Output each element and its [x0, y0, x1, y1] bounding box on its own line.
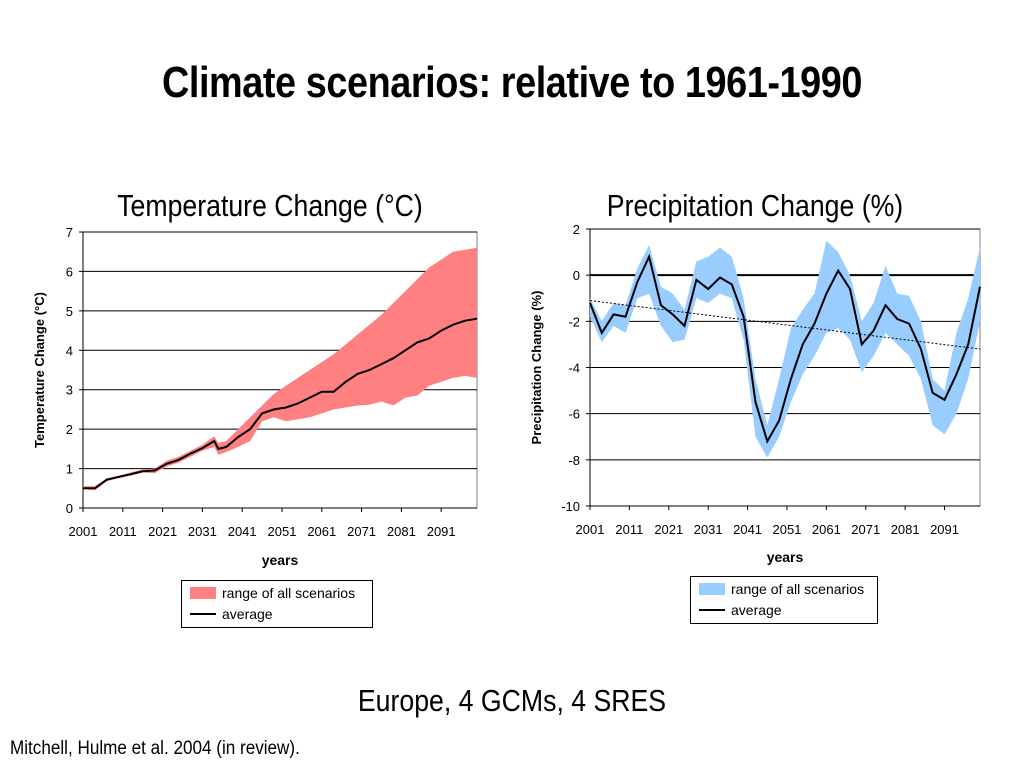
plot-area: [82, 231, 478, 509]
x-tick-label: 2051: [773, 522, 802, 537]
x-tick-label: 2001: [69, 524, 98, 539]
legend-swatch: [699, 582, 725, 595]
x-tick-label: 2061: [307, 524, 336, 539]
precipitation-chart-title: Precipitation Change (%): [606, 188, 904, 223]
x-tick-label: 2021: [148, 524, 177, 539]
legend-line: [190, 612, 216, 615]
legend-swatch: [190, 586, 216, 599]
x-tick-label: 2091: [427, 524, 456, 539]
legend-line: [699, 608, 725, 611]
y-tick-label: 5: [66, 304, 73, 319]
y-tick-label: 7: [66, 225, 73, 240]
y-tick-label: -2: [568, 314, 580, 329]
trend-line: [589, 300, 981, 350]
legend-label: range of all scenarios: [731, 580, 865, 597]
legend-item-range: range of all scenarios: [182, 582, 372, 603]
temperature-chart-title: Temperature Change (°C): [117, 188, 423, 223]
average-line: [589, 253, 981, 444]
y-tick-label: -4: [568, 361, 580, 376]
legend-item-range: range of all scenarios: [691, 578, 877, 599]
x-tick-label: 2081: [387, 524, 416, 539]
slide-title: Climate scenarios: relative to 1961-1990: [161, 58, 863, 107]
y-tick-label: -10: [561, 499, 580, 514]
range-band: [83, 247, 477, 491]
y-tick-label: 6: [66, 264, 73, 279]
x-tick-label: 2011: [109, 524, 137, 539]
x-tick-label: 2041: [228, 524, 257, 539]
y-axis-title: Temperature Change (°C): [32, 292, 47, 448]
x-tick-label: 2091: [930, 522, 959, 537]
x-tick-label: 2071: [347, 524, 376, 539]
range-band: [590, 240, 980, 458]
average-line: [83, 317, 478, 490]
y-tick-label: 0: [573, 268, 580, 283]
temperature-legend: range of all scenarios average: [181, 580, 373, 628]
x-tick-label: 2001: [576, 522, 605, 537]
legend-label: average: [222, 605, 273, 622]
y-tick-label: 4: [66, 343, 73, 358]
precipitation-legend: range of all scenarios average: [690, 576, 878, 624]
x-tick-label: 2081: [891, 522, 920, 537]
y-axis-title: Precipitation Change (%): [529, 291, 544, 445]
citation: Mitchell, Hulme et al. 2004 (in review).: [10, 738, 300, 759]
slide-caption: Europe, 4 GCMs, 4 SRES: [357, 683, 667, 718]
y-tick-label: -8: [568, 453, 580, 468]
x-axis-title: years: [767, 549, 804, 565]
x-tick-label: 2021: [654, 522, 683, 537]
plot-area: [589, 228, 981, 507]
legend-label: range of all scenarios: [222, 584, 356, 601]
y-tick-label: 1: [66, 462, 73, 477]
x-tick-label: 2071: [851, 522, 880, 537]
y-tick-label: 2: [66, 422, 73, 437]
legend-label: average: [731, 601, 782, 618]
x-axis-title: years: [262, 552, 299, 568]
x-tick-label: 2031: [694, 522, 723, 537]
x-tick-label: 2031: [188, 524, 217, 539]
legend-item-average: average: [691, 599, 877, 620]
x-tick-label: 2011: [615, 522, 643, 537]
legend-item-average: average: [182, 603, 372, 624]
y-tick-label: 3: [66, 383, 73, 398]
y-tick-label: 2: [573, 222, 580, 237]
x-tick-label: 2051: [268, 524, 297, 539]
x-tick-label: 2061: [812, 522, 841, 537]
y-tick-label: -6: [568, 407, 580, 422]
x-tick-label: 2041: [733, 522, 762, 537]
y-tick-label: 0: [66, 501, 73, 516]
